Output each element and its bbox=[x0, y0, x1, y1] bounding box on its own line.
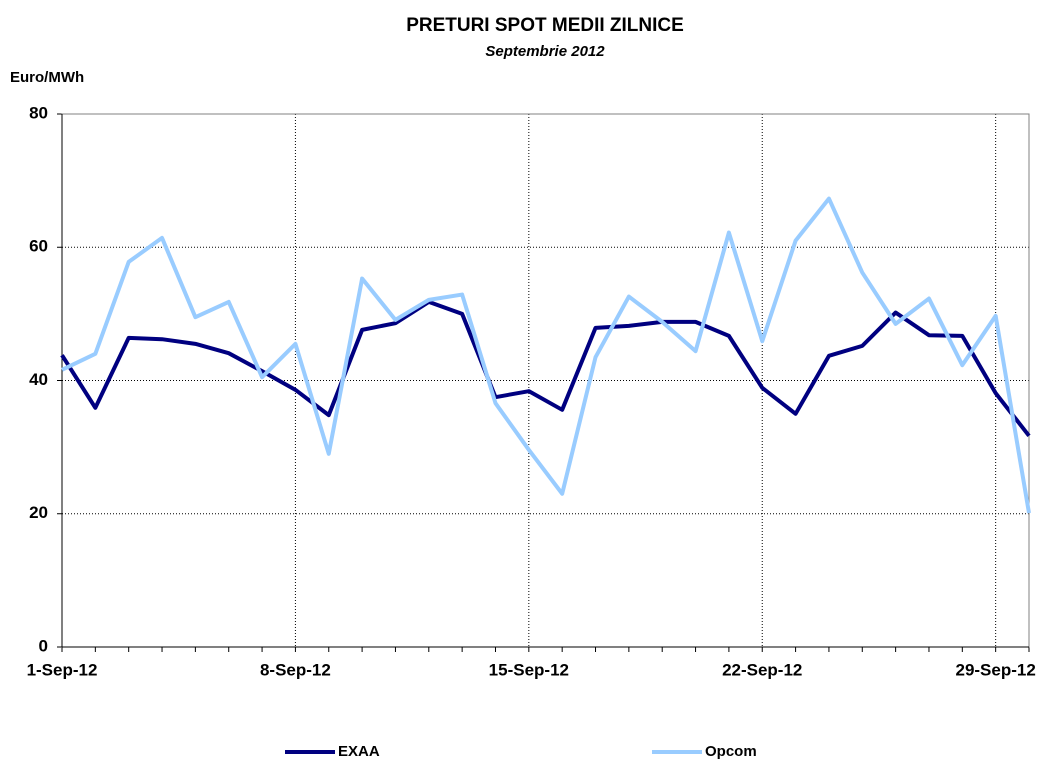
chart-title: PRETURI SPOT MEDII ZILNICE bbox=[406, 15, 684, 36]
y-tick-label: 40 bbox=[29, 370, 48, 389]
legend-label: EXAA bbox=[338, 743, 380, 760]
x-tick-label: 15-Sep-12 bbox=[489, 660, 569, 679]
y-tick-label: 0 bbox=[39, 636, 48, 655]
x-tick-label: 1-Sep-12 bbox=[27, 660, 98, 679]
series-line bbox=[61, 196, 1031, 514]
y-tick-label: 60 bbox=[29, 237, 48, 256]
series-line bbox=[60, 299, 1031, 438]
y-axis-label: Euro/MWh bbox=[10, 69, 84, 86]
x-tick-label: 22-Sep-12 bbox=[722, 660, 802, 679]
y-tick-label: 80 bbox=[29, 103, 48, 122]
x-tick-label: 8-Sep-12 bbox=[260, 660, 331, 679]
legend-label: Opcom bbox=[705, 743, 757, 760]
chart-subtitle: Septembrie 2012 bbox=[485, 43, 605, 60]
y-tick-label: 20 bbox=[29, 503, 48, 522]
x-tick-label: 29-Sep-12 bbox=[955, 660, 1035, 679]
